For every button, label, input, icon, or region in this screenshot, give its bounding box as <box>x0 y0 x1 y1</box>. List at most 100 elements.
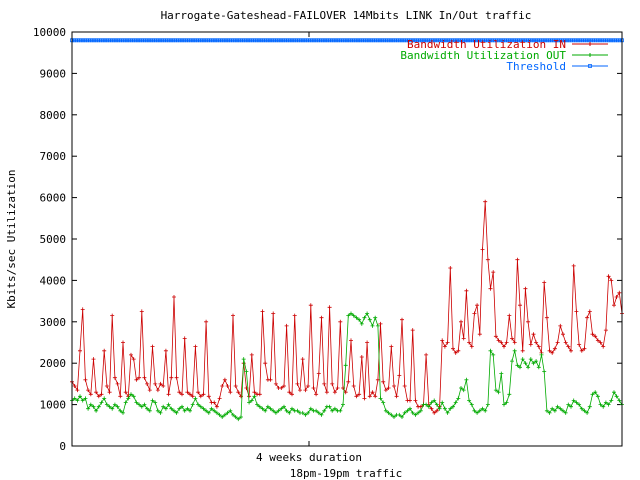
data-point <box>370 390 375 395</box>
data-point <box>212 400 217 405</box>
data-point <box>166 38 171 43</box>
legend-marker <box>588 64 592 68</box>
data-point <box>327 305 332 310</box>
data-point <box>496 38 501 43</box>
data-point <box>375 38 380 43</box>
data-point <box>345 38 349 43</box>
data-point <box>356 38 360 43</box>
data-point <box>105 38 110 43</box>
data-point <box>217 412 222 417</box>
data-point <box>214 404 219 409</box>
data-point <box>212 408 217 413</box>
data-point <box>579 406 584 411</box>
data-point <box>161 404 166 409</box>
data-point <box>279 406 284 411</box>
data-point <box>279 386 284 390</box>
data-point <box>83 38 88 43</box>
data-point <box>309 38 314 43</box>
data-point <box>483 199 488 204</box>
data-point <box>174 375 179 380</box>
data-point <box>480 406 485 411</box>
data-point <box>552 346 557 351</box>
data-point <box>185 390 190 395</box>
data-point <box>169 38 173 43</box>
data-point <box>512 348 517 353</box>
data-point <box>166 402 171 407</box>
data-point <box>305 38 310 43</box>
data-point <box>428 38 433 43</box>
data-point <box>351 384 356 388</box>
data-point <box>359 321 364 326</box>
data-point <box>314 392 319 397</box>
data-point <box>520 357 525 362</box>
data-point <box>496 390 501 395</box>
plot-area <box>70 38 624 422</box>
data-point <box>102 348 107 353</box>
data-point <box>272 38 277 43</box>
data-point <box>445 340 450 345</box>
data-point <box>110 313 115 318</box>
data-point <box>231 412 235 417</box>
data-point <box>502 402 506 407</box>
data-point <box>322 408 327 413</box>
data-point <box>603 328 608 333</box>
data-point <box>490 38 495 43</box>
data-point <box>137 402 142 407</box>
data-point <box>362 396 367 401</box>
data-point <box>94 390 99 395</box>
data-point <box>134 400 139 405</box>
data-point <box>593 38 598 43</box>
data-point <box>285 38 290 43</box>
data-point <box>611 38 616 43</box>
data-point <box>133 38 138 43</box>
data-point <box>550 406 555 411</box>
legend-marker <box>588 53 592 57</box>
data-point <box>118 38 123 43</box>
data-point <box>281 38 286 43</box>
data-point <box>72 396 77 401</box>
y-tick-label: 4000 <box>40 274 67 287</box>
data-point <box>552 408 557 413</box>
data-point <box>225 410 230 415</box>
data-point <box>389 344 394 349</box>
data-point <box>408 406 412 411</box>
data-point <box>518 38 523 43</box>
data-point <box>236 390 241 395</box>
data-point <box>296 38 301 43</box>
data-point <box>319 412 324 417</box>
data-point <box>139 404 144 409</box>
data-point <box>392 415 396 419</box>
data-point <box>574 400 579 405</box>
data-point <box>493 334 498 339</box>
data-point <box>507 313 512 318</box>
data-point <box>453 350 458 355</box>
data-point <box>434 402 439 407</box>
data-point <box>383 388 388 393</box>
data-point <box>169 375 174 380</box>
chart-title: Harrogate-Gateshead-FAILOVER 14Mbits LIN… <box>161 9 532 22</box>
data-point <box>502 344 506 349</box>
data-point <box>424 402 429 407</box>
data-point <box>254 38 259 43</box>
data-point <box>488 286 493 291</box>
data-point <box>149 38 154 43</box>
data-point <box>196 402 201 407</box>
data-point <box>273 410 278 415</box>
data-point <box>562 38 567 43</box>
data-point <box>380 38 385 43</box>
data-point <box>252 38 257 43</box>
data-point <box>582 38 587 43</box>
data-point <box>590 332 595 337</box>
data-point <box>617 290 622 295</box>
data-point <box>99 392 104 397</box>
data-point <box>282 404 286 409</box>
data-point <box>529 38 534 43</box>
data-point <box>171 38 176 43</box>
data-point <box>100 38 105 43</box>
data-point <box>528 357 533 362</box>
data-point <box>545 38 550 43</box>
data-point <box>241 38 246 43</box>
data-point <box>430 38 435 43</box>
data-point <box>464 377 469 382</box>
data-point <box>354 394 359 399</box>
